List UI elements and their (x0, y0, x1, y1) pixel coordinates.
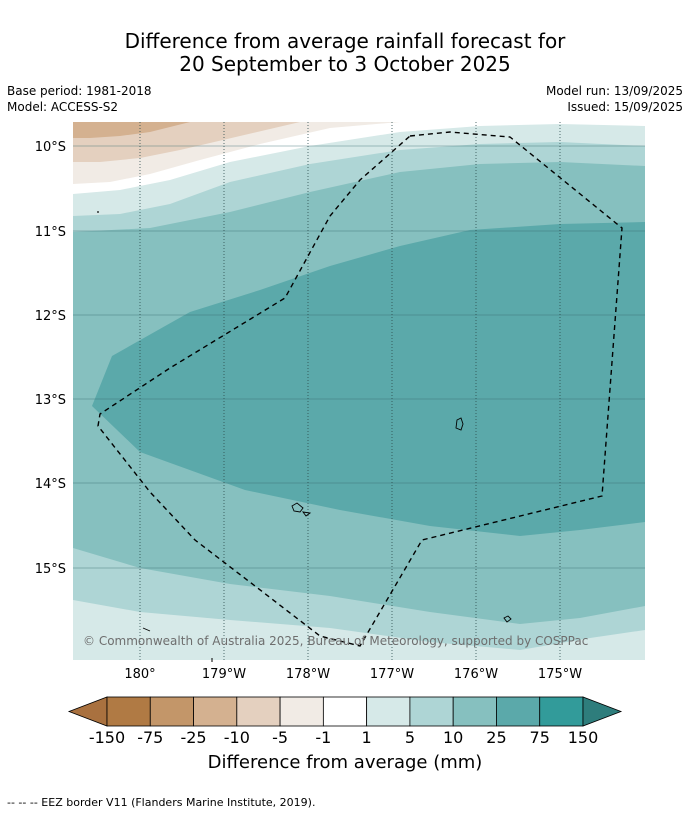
colorbar-segment (366, 696, 411, 727)
colorbar-segment (279, 696, 324, 727)
colorbar-extend-left (67, 696, 108, 727)
lat-label: 14°S (35, 477, 66, 492)
lon-label: 176°W (454, 667, 498, 682)
colorbar-segment (539, 696, 584, 727)
lon-axis-labels: 180° 179°W 178°W 177°W 176°W 175°W (124, 667, 582, 682)
lat-label: 12°S (35, 309, 66, 324)
lat-label: 10°S (35, 140, 66, 155)
colorbar-tick-label: -25 (180, 728, 206, 747)
model-run-text: Model run: 13/09/2025 (545, 84, 683, 98)
copyright-text: © Commonwealth of Australia 2025, Bureau… (83, 634, 588, 648)
island-icon (291, 502, 304, 513)
island-icon (503, 615, 512, 623)
eez-border (97, 131, 623, 647)
meta-left: Base period: 1981-2018 Model: ACCESS-S2 (7, 83, 152, 115)
band-pos25-core (92, 222, 645, 536)
colorbar-segment (409, 696, 454, 727)
colorbar-extend-right (582, 696, 623, 727)
lat-axis-labels: 10°S 11°S 12°S 13°S 14°S 15°S (35, 140, 66, 577)
meta-right: Model run: 13/09/2025 Issued: 15/09/2025 (546, 83, 683, 115)
colorbar-tick-label: 75 (530, 728, 550, 747)
colorbar-segment (452, 696, 497, 727)
colorbar-tick-label: 150 (568, 728, 599, 747)
island-icon (301, 511, 312, 517)
lon-label: 175°W (538, 667, 582, 682)
base-period-text: Base period: 1981-2018 (7, 84, 152, 98)
title-line-1: Difference from average rainfall forecas… (124, 29, 566, 53)
lat-label: 11°S (35, 225, 66, 240)
title-line-2: 20 September to 3 October 2025 (179, 52, 511, 76)
lat-label: 15°S (35, 562, 66, 577)
colorbar-tick-label: 10 (443, 728, 463, 747)
colorbar-tick-label: -150 (89, 728, 125, 747)
colorbar: -150 -75 -25 -10 -5 -1 1 5 10 25 75 150 (67, 696, 623, 747)
eez-footnote: -- -- -- EEZ border V11 (Flanders Marine… (7, 796, 316, 809)
colorbar-tick-label: 25 (486, 728, 506, 747)
colorbar-segment (236, 696, 281, 727)
colorbar-tick-label: -10 (224, 728, 250, 747)
colorbar-tick-label: 5 (405, 728, 415, 747)
map-title: Difference from average rainfall forecas… (0, 30, 690, 76)
rainfall-map (73, 122, 645, 660)
island-icon (97, 211, 99, 213)
issued-text: Issued: 15/09/2025 (567, 100, 683, 114)
colorbar-tick-label: -1 (315, 728, 331, 747)
colorbar-segment (193, 696, 238, 727)
band-neg10 (73, 122, 190, 138)
colorbar-segment (149, 696, 194, 727)
colorbar-tick-label: -75 (137, 728, 163, 747)
colorbar-segment (106, 696, 151, 727)
lat-gridlines (73, 145, 645, 569)
lon-label: 178°W (286, 667, 330, 682)
lat-label: 13°S (35, 393, 66, 408)
colorbar-tick-label: 1 (362, 728, 372, 747)
colorbar-title: Difference from average (mm) (207, 752, 483, 773)
colorbar-tick-label: -5 (272, 728, 288, 747)
colorbar-segment (496, 696, 541, 727)
lon-label: 180° (124, 667, 155, 682)
lon-label: 177°W (370, 667, 414, 682)
lon-label: 179°W (202, 667, 246, 682)
colorbar-labels: -150 -75 -25 -10 -5 -1 1 5 10 25 75 150 (89, 728, 598, 747)
colorbar-segment (322, 696, 368, 727)
colorbar-segments (106, 696, 584, 727)
island-icon (455, 417, 464, 431)
band-pos1-lower (73, 600, 645, 660)
island-icon (142, 627, 151, 632)
model-text: Model: ACCESS-S2 (7, 100, 119, 114)
